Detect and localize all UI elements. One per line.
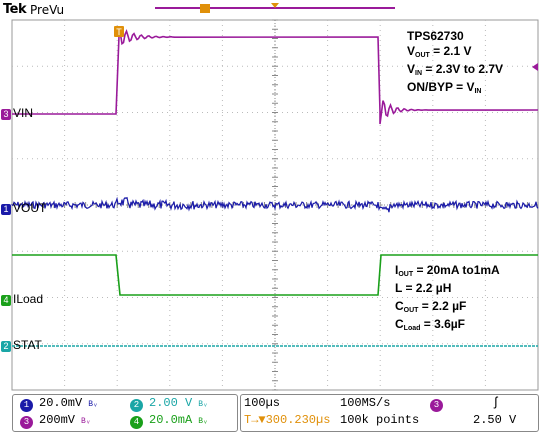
- annotation-cout: COUT = 2.2 µF: [395, 299, 467, 314]
- channel-2-badge: 2: [1, 341, 11, 352]
- trigger-level-icon[interactable]: [532, 63, 538, 71]
- trigger-level-readout[interactable]: 2.50 V: [473, 413, 517, 427]
- channel-label-stat[interactable]: 2 STAT: [1, 338, 42, 352]
- timebase-readout[interactable]: 100µs: [244, 396, 281, 410]
- trigger-source-readout[interactable]: 3: [430, 396, 449, 412]
- trigger-readout-box: [422, 394, 539, 432]
- channel-4-badge: 4: [1, 295, 11, 306]
- trigger-position-icon: [271, 3, 279, 8]
- annotation-cload: CLoad = 3.6µF: [395, 317, 466, 332]
- channel-label-iload[interactable]: 4 ILoad: [1, 292, 43, 306]
- ch4-scale-readout[interactable]: 4 20.0mA Bᵥ: [130, 413, 208, 429]
- annotation-part: TPS62730: [407, 29, 464, 43]
- trigger-marker-label: T: [116, 27, 122, 37]
- brand-logo: Tek: [3, 2, 27, 17]
- waveform-vout: [11, 196, 539, 213]
- ch3-scale-readout[interactable]: 3 200mV Bᵥ: [20, 413, 91, 429]
- channel-1-badge: 1: [1, 204, 11, 215]
- scope-display: T: [11, 3, 539, 391]
- trigger-slope-icon: ʃ: [492, 395, 500, 410]
- channel-label-vout[interactable]: 1 VOUT: [1, 201, 46, 215]
- sample-rate-readout: 100MS/s: [340, 396, 391, 410]
- trigger-marker: T: [114, 26, 124, 37]
- ch1-scale-readout[interactable]: 1 20.0mV Bᵥ: [20, 396, 98, 412]
- record-view-window[interactable]: [200, 4, 210, 13]
- record-position-bar: [155, 3, 395, 13]
- trigger-position-readout[interactable]: T→▼300.230µs: [244, 413, 331, 427]
- channel-readout-box: [12, 394, 238, 432]
- channel-3-badge: 3: [1, 109, 11, 120]
- scope-readout-bar: 1 20.0mV Bᵥ 2 2.00 V Bᵥ 3 200mV Bᵥ 4 20.0mA Bᵥ 1…: [0, 392, 539, 433]
- annotation-onbyp: ON/BYP = VIN: [407, 80, 482, 95]
- record-length-readout: 100k points: [340, 413, 420, 427]
- acquisition-mode-label: PreVu: [30, 3, 65, 17]
- waveform-iload: [12, 254, 538, 296]
- annotation-inductor: L = 2.2 µH: [395, 281, 452, 295]
- waveform-vin: [12, 26, 539, 125]
- channel-label-vin[interactable]: 3 VIN: [1, 106, 33, 120]
- annotation-iout: IOUT = 20mA to1mA: [395, 263, 500, 278]
- scope-header: Tek PreVu: [0, 0, 539, 20]
- annotation-vout: VOUT = 2.1 V: [407, 44, 472, 59]
- annotation-vin: VIN = 2.3V to 2.7V: [407, 62, 504, 77]
- ch2-scale-readout[interactable]: 2 2.00 V Bᵥ: [130, 396, 208, 412]
